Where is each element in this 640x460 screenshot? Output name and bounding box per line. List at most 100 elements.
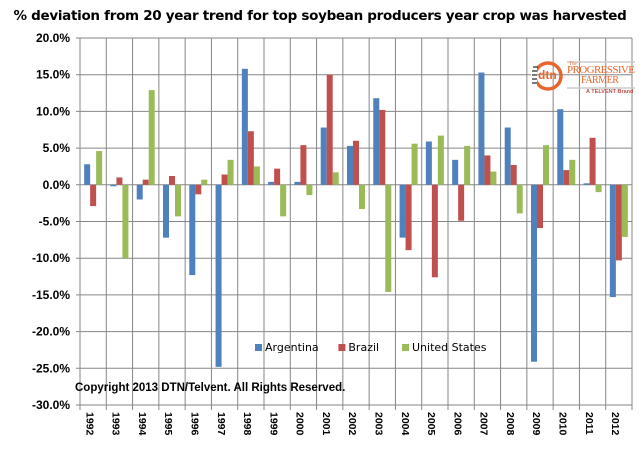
- x-tick-label: 1992: [83, 412, 95, 436]
- bar-argentina: [531, 184, 537, 362]
- bar-argentina: [241, 68, 248, 185]
- bar-brazil: [326, 74, 333, 185]
- y-tick-label: 5.0%: [43, 141, 71, 155]
- x-tick-label: 1999: [267, 412, 279, 436]
- x-tick-label: 2005: [425, 412, 437, 436]
- bar-brazil: [615, 184, 622, 261]
- bar-argentina: [347, 145, 353, 185]
- x-tick-label: 1993: [110, 412, 122, 436]
- x-tick-label: 2012: [609, 412, 621, 436]
- y-tick-label: -20.0%: [32, 325, 70, 339]
- bar-united-states: [253, 166, 260, 185]
- x-tick-label: 2000: [294, 412, 306, 436]
- x-tick-label: 2011: [583, 412, 595, 435]
- x-tick-label: 2004: [399, 412, 411, 436]
- y-tick-label: 15.0%: [36, 68, 70, 82]
- bar-argentina: [425, 141, 432, 185]
- x-tick-label: 1998: [241, 412, 253, 436]
- bar-argentina: [215, 184, 222, 367]
- x-tick-label: 1994: [136, 412, 148, 436]
- bar-united-states: [411, 143, 418, 185]
- bar-united-states: [359, 184, 365, 210]
- x-tick-label: 2009: [530, 412, 542, 436]
- bar-united-states: [569, 159, 576, 185]
- logo-progressive: PROGRESSIVE: [567, 64, 635, 76]
- bar-brazil: [247, 131, 254, 185]
- bar-united-states: [385, 184, 392, 292]
- bar-brazil: [431, 184, 438, 278]
- bar-united-states: [175, 184, 181, 217]
- bar-united-states: [621, 184, 628, 237]
- legend: Argentina Brazil United States: [255, 341, 487, 354]
- legend-swatch-united-states: [402, 344, 409, 351]
- bar-argentina: [84, 164, 91, 185]
- bar-united-states: [595, 184, 602, 193]
- bar-united-states: [148, 90, 155, 185]
- legend-label: United States: [412, 341, 487, 354]
- bar-argentina: [557, 109, 564, 185]
- bar-argentina: [189, 184, 196, 276]
- bar-united-states: [280, 184, 287, 217]
- bar-argentina: [504, 127, 511, 185]
- x-tick-label: 1997: [215, 412, 227, 436]
- legend-label: Argentina: [265, 341, 319, 354]
- bar-brazil: [221, 174, 228, 185]
- logo-farmer: FARMER: [581, 75, 619, 86]
- logo-the: The: [569, 62, 577, 67]
- bar-argentina: [136, 184, 143, 200]
- bar-united-states: [464, 145, 471, 185]
- bar-brazil: [142, 179, 149, 185]
- x-axis-ticks: 1992 1993 1994 1995 1996 1997 1998 1999 2000 2001…: [83, 412, 621, 436]
- bar-argentina: [294, 181, 301, 185]
- bar-united-states: [332, 172, 339, 185]
- bar-brazil: [353, 140, 359, 185]
- x-tick-label: 2006: [451, 412, 463, 436]
- y-tick-label: -25.0%: [32, 361, 70, 375]
- x-tick-label: 2010: [557, 412, 569, 436]
- bar-argentina: [268, 181, 275, 185]
- logo-brand: A TELVENT Brand: [586, 89, 634, 95]
- bar-united-states: [490, 171, 497, 185]
- x-tick-label: 2008: [504, 412, 516, 436]
- y-tick-label: 10.0%: [36, 104, 70, 118]
- y-tick-label: -10.0%: [32, 251, 70, 265]
- bar-argentina: [320, 127, 327, 185]
- bar-united-states: [96, 151, 103, 185]
- chart-title: % deviation from 20 year trend for top s…: [13, 8, 627, 24]
- bar-argentina: [478, 72, 485, 185]
- y-tick-label: -30.0%: [32, 398, 70, 412]
- y-tick-label: 20.0%: [36, 31, 70, 45]
- bar-brazil: [195, 184, 202, 195]
- bar-argentina: [452, 159, 459, 185]
- bar-brazil: [300, 145, 307, 185]
- bar-united-states: [306, 184, 313, 196]
- bar-argentina: [583, 183, 590, 185]
- bar-brazil: [458, 184, 465, 221]
- bar-united-states: [516, 184, 523, 214]
- bar-argentina: [110, 184, 117, 187]
- legend-swatch-brazil: [338, 344, 346, 351]
- legend-label: Brazil: [348, 341, 379, 354]
- bar-argentina: [609, 184, 616, 298]
- bar-brazil: [169, 175, 175, 185]
- dtn-progressive-farmer-logo: dtn The PROGRESSIVE FARMER A TELVENT Bra…: [531, 58, 636, 100]
- x-tick-label: 1995: [162, 412, 174, 436]
- bar-brazil: [537, 184, 543, 229]
- x-tick-label: 2003: [373, 412, 385, 436]
- bar-brazil: [563, 170, 570, 185]
- y-tick-label: 0.0%: [43, 178, 71, 192]
- bar-brazil: [484, 155, 491, 185]
- y-tick-label: -15.0%: [32, 288, 70, 302]
- x-tick-label: 2007: [478, 412, 490, 436]
- bar-argentina: [163, 184, 169, 238]
- bar-brazil: [274, 168, 281, 185]
- bar-brazil: [589, 137, 596, 185]
- bar-brazil: [379, 109, 386, 185]
- bar-united-states: [201, 179, 208, 185]
- copyright-annotation: Copyright 2013 DTN/Telvent. All Rights R…: [75, 382, 345, 394]
- bar-brazil: [90, 184, 97, 207]
- legend-swatch-argentina: [255, 344, 262, 351]
- bars: [84, 68, 628, 367]
- y-tick-label: -5.0%: [39, 215, 71, 229]
- bar-united-states: [543, 145, 549, 185]
